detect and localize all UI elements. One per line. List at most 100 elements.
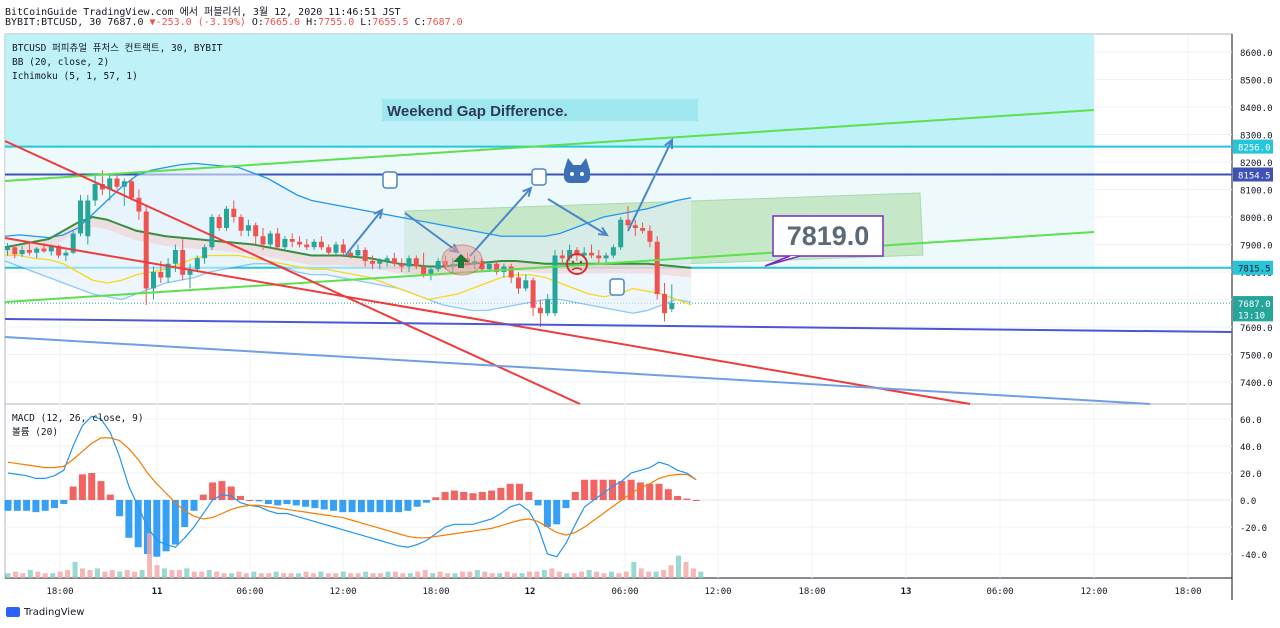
- volume-bar: [169, 570, 175, 578]
- volume-bar: [549, 568, 555, 578]
- price-tick-label: 8400.0: [1240, 104, 1273, 114]
- volume-bar: [385, 571, 391, 578]
- macd-histogram-bar: [376, 500, 384, 513]
- macd-histogram-bar: [227, 486, 235, 500]
- macd-histogram-bar: [264, 500, 272, 505]
- projection-arrow: [547, 198, 608, 236]
- macd-histogram-bar: [683, 498, 691, 500]
- volume-bar: [519, 573, 525, 578]
- macd-histogram-bar: [190, 500, 198, 511]
- volume-bar: [482, 571, 488, 578]
- candle: [370, 261, 375, 264]
- volume-bar: [191, 571, 197, 578]
- macd-histogram-bar: [283, 500, 291, 505]
- macd-histogram-bar: [97, 481, 105, 500]
- red-upper-trendline: [4, 140, 581, 405]
- sad-face-eye: [579, 260, 583, 264]
- weekend-gap-zone: [5, 34, 1094, 147]
- volume-bar: [176, 570, 182, 578]
- candle: [224, 208, 229, 228]
- candle: [662, 294, 667, 314]
- green-upper-trendline: [4, 109, 1095, 182]
- macd-histogram-bar: [543, 500, 551, 527]
- candle: [231, 208, 237, 217]
- price-axis-badge: [1233, 167, 1273, 182]
- tradingview-logo[interactable]: TradingView: [6, 607, 84, 618]
- macd-histogram-bar: [339, 500, 347, 513]
- candle: [180, 250, 186, 275]
- volume-bar: [80, 568, 85, 578]
- volume-bar: [422, 570, 428, 578]
- candle: [589, 252, 594, 256]
- red-lower-trendline: [4, 237, 971, 405]
- candle: [41, 248, 47, 252]
- price-tick-label: 8300.0: [1240, 132, 1273, 142]
- volume-bar: [35, 571, 41, 578]
- macd-histogram-bar: [655, 483, 663, 500]
- volume-bar: [229, 573, 234, 578]
- hand-pointer-icon: [531, 168, 547, 186]
- volume-bar: [459, 571, 465, 578]
- macd-line: [7, 415, 697, 558]
- candle: [187, 269, 193, 275]
- volume-bar: [579, 571, 585, 578]
- price-tick-label: 7600.0: [1240, 324, 1273, 334]
- volume-bar: [437, 571, 443, 578]
- volume-bar: [504, 571, 510, 578]
- candle: [647, 230, 653, 242]
- macd-histogram-bar: [162, 500, 170, 552]
- candle: [165, 263, 171, 278]
- macd-histogram-bar: [171, 500, 179, 545]
- volume-bar: [124, 570, 130, 578]
- volume-bar: [206, 570, 212, 578]
- projection-arrow: [627, 139, 673, 232]
- volume-bar: [303, 571, 309, 578]
- macd-histogram-bar: [516, 483, 523, 500]
- macd-histogram-bar: [357, 500, 365, 513]
- macd-tick-label: 40.0: [1240, 443, 1262, 453]
- arrow-head: [522, 186, 533, 197]
- volume-bar: [243, 573, 249, 578]
- macd-histogram-bar: [674, 495, 682, 500]
- macd-histogram-bar: [367, 500, 375, 513]
- price-axis-badge-text: 7687.0: [1238, 300, 1271, 310]
- price-tick-label: 8600.0: [1240, 49, 1273, 59]
- macd-histogram-bar: [218, 481, 226, 500]
- volume-bar: [340, 571, 346, 578]
- candle: [267, 233, 273, 245]
- candle: [289, 239, 295, 242]
- price-tick-label: 7900.0: [1240, 242, 1273, 252]
- price-axis-badge-text: 13:10: [1238, 311, 1265, 321]
- candle: [172, 250, 178, 264]
- candle: [333, 244, 339, 253]
- legend-ichimoku: Ichimoku (5, 1, 57, 1): [12, 71, 138, 82]
- macd-histogram-bar: [181, 500, 189, 527]
- price-axis-badge-text: 8256.0: [1238, 144, 1271, 154]
- candle: [523, 280, 529, 289]
- candle: [494, 263, 500, 272]
- volume-bar: [467, 571, 473, 578]
- macd-histogram-bar: [525, 491, 533, 500]
- candle: [209, 217, 215, 248]
- volume-bar: [601, 573, 607, 578]
- target-callout-pointer: [764, 255, 801, 267]
- macd-histogram-bar: [23, 500, 31, 511]
- volume-bar: [586, 570, 592, 578]
- volume-bar: [199, 571, 205, 578]
- candle: [304, 244, 310, 248]
- arrow-head: [664, 137, 674, 150]
- legend-bb: BB (20, close, 2): [12, 57, 109, 68]
- volume-bar: [27, 570, 33, 578]
- arrow-head: [597, 226, 609, 237]
- ohlc-header: BYBIT:BTCUSD, 30 7687.0 ▼-253.0 (-3.19%)…: [5, 17, 463, 28]
- macd-histogram-bar: [88, 473, 96, 500]
- macd-histogram-bar: [534, 500, 542, 506]
- volume-bar: [288, 573, 294, 578]
- time-tick-label: 18:00: [46, 587, 73, 597]
- volume-bar: [400, 573, 406, 578]
- candle: [158, 272, 164, 278]
- candle: [516, 277, 521, 289]
- volume-bar: [661, 570, 667, 578]
- candle: [99, 184, 105, 190]
